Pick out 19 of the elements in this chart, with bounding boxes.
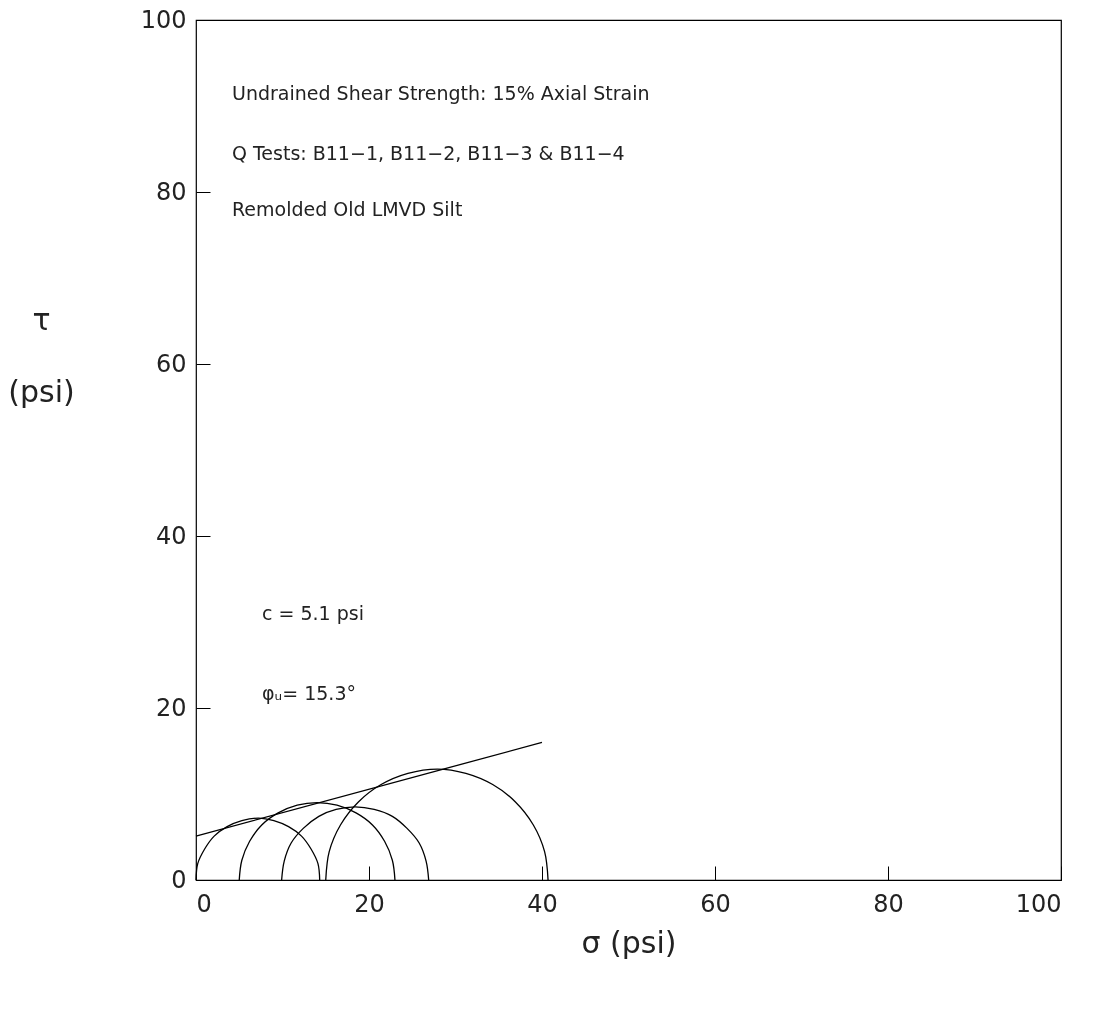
y-tick-label: 40 [155, 521, 187, 550]
x-tick-label: 40 [527, 889, 558, 918]
x-axis-title: σ (psi) [581, 924, 677, 960]
y-tick-label: 100 [140, 5, 187, 34]
annotation: φᵤ= 15.3° [262, 682, 356, 704]
annotation: c = 5.1 psi [262, 602, 364, 624]
x-tick-label: 20 [354, 889, 385, 918]
annotation: Remolded Old LMVD Silt [232, 198, 463, 220]
text: τ (psi) [8, 301, 75, 409]
x-tick-label: 80 [873, 889, 904, 918]
annotation: Q Tests: B11−1, B11−2, B11−3 & B11−4 [232, 142, 625, 164]
y-tick-label: 60 [155, 349, 187, 378]
x-tick-label: 60 [700, 889, 731, 918]
y-tick-label: 20 [155, 693, 187, 722]
y-tick-label: 80 [155, 177, 187, 206]
x-tick-label: 0 [196, 889, 212, 918]
x-tick-label: 100 [1015, 889, 1062, 918]
annotation: Undrained Shear Strength: 15% Axial Strain [232, 82, 650, 104]
y-tick-label: 0 [171, 865, 187, 894]
